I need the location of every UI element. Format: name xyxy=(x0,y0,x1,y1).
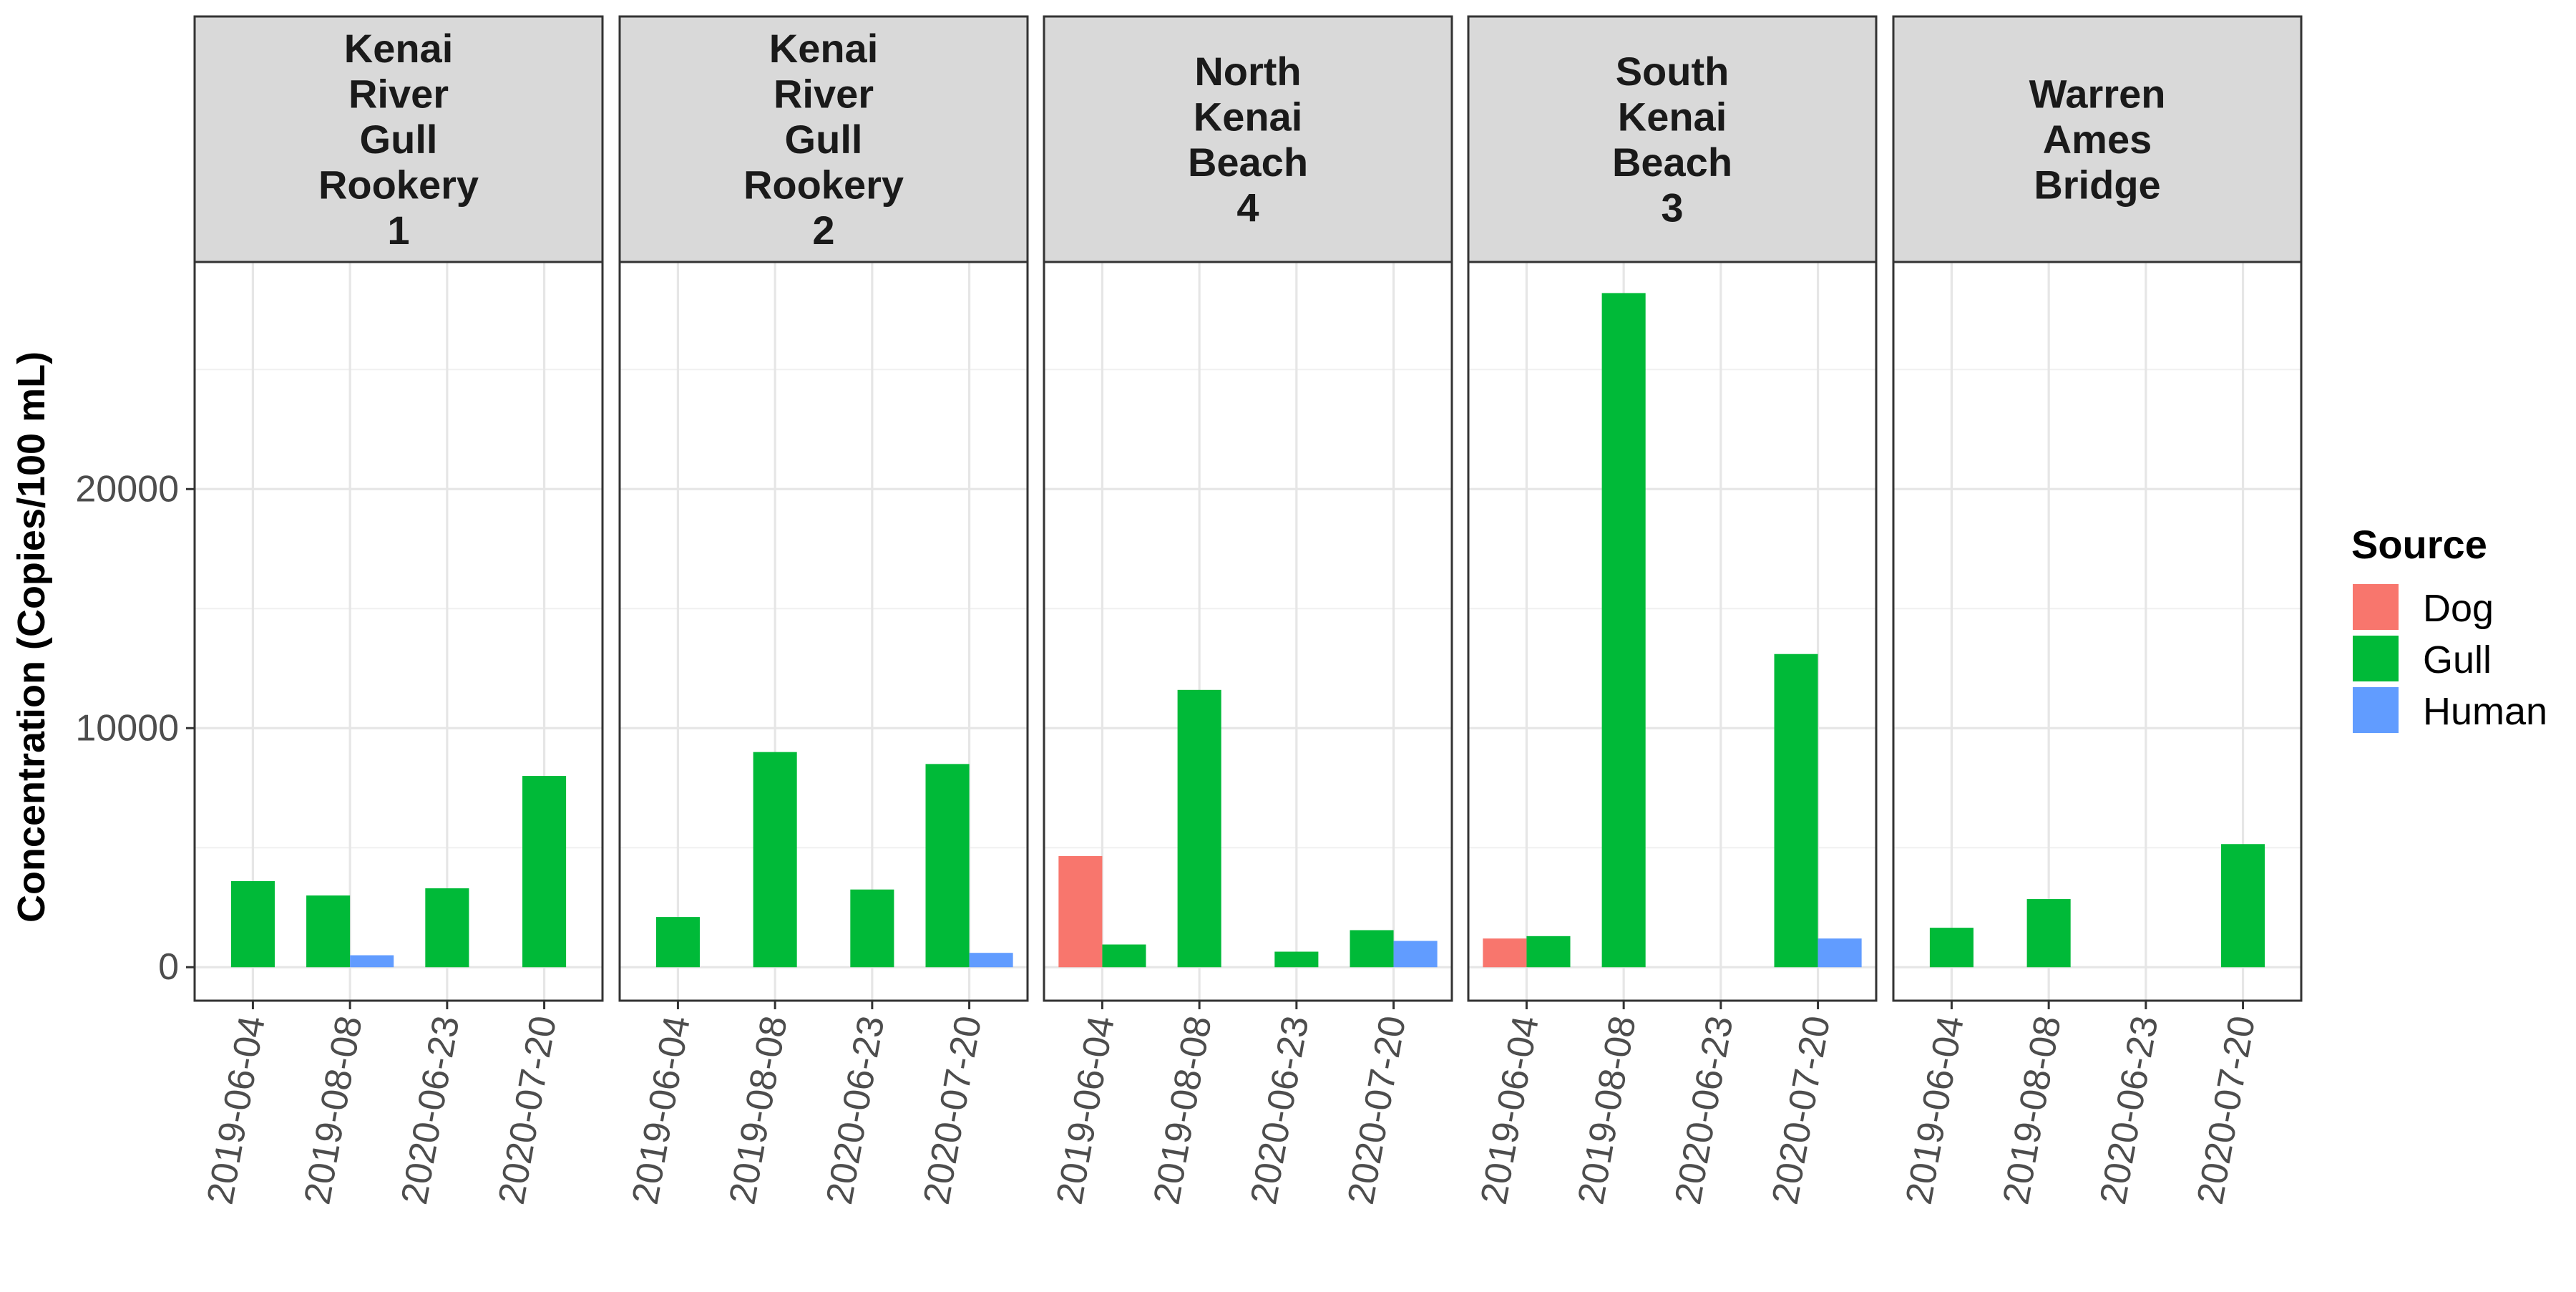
bar-gull xyxy=(425,888,469,968)
facet-title-line: Gull xyxy=(785,117,863,162)
bar-gull xyxy=(1102,944,1146,968)
legend-item: Human xyxy=(2353,687,2547,733)
bar-gull xyxy=(2026,899,2071,968)
legend-swatch xyxy=(2353,636,2399,681)
legend-label: Dog xyxy=(2423,587,2494,630)
legend-title: Source xyxy=(2351,522,2487,567)
panel-background xyxy=(1044,262,1452,1001)
bar-gull xyxy=(1929,928,1974,968)
facet-strip xyxy=(1892,15,2303,263)
legend-label: Gull xyxy=(2423,638,2492,681)
facet-strip xyxy=(1467,15,1878,263)
facet-title-line: Beach xyxy=(1612,140,1732,185)
bar-human xyxy=(1818,938,1862,968)
bar-gull xyxy=(1526,936,1571,968)
bar-gull xyxy=(306,895,351,968)
facet-title-line: River xyxy=(348,72,449,117)
facet-strip xyxy=(193,15,604,263)
bar-gull xyxy=(850,889,894,968)
facet-title-line: Kenai xyxy=(1618,94,1727,139)
facet-title-line: 4 xyxy=(1236,185,1259,230)
facet-title-line: 1 xyxy=(387,208,409,253)
facet-title-line: Rookery xyxy=(318,162,479,208)
bar-human xyxy=(1393,941,1438,968)
facet-title-line: Beach xyxy=(1188,140,1308,185)
facet-title-line: Ames xyxy=(2043,117,2152,162)
bar-gull xyxy=(655,917,700,968)
y-tick-label: 0 xyxy=(158,946,179,988)
bar-gull xyxy=(1177,689,1221,968)
facet-title-line: Kenai xyxy=(769,26,879,71)
legend-label: Human xyxy=(2423,690,2547,733)
bar-human xyxy=(969,953,1013,968)
facet-title-line: Kenai xyxy=(344,26,454,71)
legend: Source Dog Gull Human xyxy=(2351,522,2547,733)
bar-gull xyxy=(1274,951,1319,968)
y-tick-label: 20000 xyxy=(75,468,179,510)
bar-gull xyxy=(1774,654,1818,968)
bar-gull xyxy=(2221,844,2265,968)
facet-title-line: Warren xyxy=(2029,72,2166,117)
y-tick-label: 10000 xyxy=(75,707,179,749)
bar-human xyxy=(350,955,394,968)
y-axis-label: Concentration (Copies/100 mL) xyxy=(10,351,53,923)
y-axis: 0 10000 20000 xyxy=(75,468,195,988)
legend-swatch xyxy=(2353,584,2399,630)
facet-title-line: Rookery xyxy=(743,162,904,208)
legend-item: Gull xyxy=(2353,636,2492,681)
facet-title-line: Bridge xyxy=(2034,162,2160,208)
facet-title-line: 2 xyxy=(812,208,834,253)
bar-gull xyxy=(1601,293,1646,968)
bar-gull xyxy=(753,752,797,968)
legend-swatch xyxy=(2353,687,2399,733)
facet-title-line: Gull xyxy=(360,117,438,162)
facet-strip xyxy=(1043,15,1453,263)
facet-title-line: Kenai xyxy=(1194,94,1303,139)
facet-strip xyxy=(618,15,1029,263)
legend-item: Dog xyxy=(2353,584,2494,630)
bar-dog xyxy=(1058,855,1103,968)
bar-gull xyxy=(1350,930,1394,968)
bar-gull xyxy=(522,776,567,968)
bar-gull xyxy=(925,764,970,968)
facet-title-line: River xyxy=(774,72,874,117)
facet-title-line: South xyxy=(1616,49,1729,94)
facet-title-line: North xyxy=(1194,49,1301,94)
bar-dog xyxy=(1483,938,1527,968)
facet-title-line: 3 xyxy=(1661,185,1683,230)
bar-gull xyxy=(230,881,275,968)
